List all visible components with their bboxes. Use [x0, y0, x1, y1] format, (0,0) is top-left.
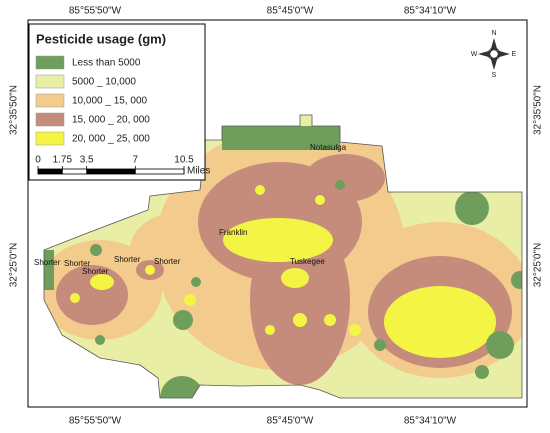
zone: [70, 185, 496, 358]
coord-label: 85°34'10"W: [404, 416, 457, 427]
scale-segment: [86, 169, 136, 174]
compass-letter: W: [471, 51, 478, 58]
coord-label: 85°55'50"W: [69, 416, 122, 427]
legend-label: Less than 5000: [72, 58, 141, 69]
zone: [44, 126, 522, 398]
scale-label: 1.75: [53, 155, 73, 166]
coord-label: 85°45'0"W: [267, 6, 314, 17]
place-label: Shorter: [64, 259, 91, 268]
coord-label: 32°25'0"N: [9, 243, 20, 288]
compass-letter: E: [512, 51, 517, 58]
place-label: Shorter: [82, 267, 109, 276]
coord-label: 32°35'50"N: [9, 85, 20, 135]
place-label: Shorter: [114, 255, 141, 264]
place-label: Franklin: [219, 228, 247, 237]
coord-label: 32°35'50"N: [533, 85, 544, 135]
legend-swatch: [35, 55, 65, 70]
scale-label: 10.5: [174, 155, 194, 166]
scale-segment: [38, 169, 63, 174]
legend-swatch: [35, 131, 65, 146]
compass-letter: N: [491, 30, 496, 37]
place-label: Notasulga: [310, 143, 347, 152]
legend-label: 10,000 _ 15, 000: [72, 96, 148, 107]
coord-label: 85°45'0"W: [267, 416, 314, 427]
county-border: [43, 114, 523, 399]
coord-label: 32°25'0"N: [533, 243, 544, 288]
legend-swatch: [35, 74, 65, 89]
legend-label: 15, 000 _ 20, 000: [72, 115, 150, 126]
legend-label: 5000 _ 10,000: [72, 77, 136, 88]
scale-label: 7: [133, 155, 139, 166]
scale-label: 3.5: [80, 155, 94, 166]
legend: Pesticide usage (gm) Miles Less than 500…: [28, 23, 210, 181]
compass-letter: S: [492, 72, 497, 79]
coord-label: 85°55'50"W: [69, 6, 122, 17]
legend-swatch: [35, 93, 65, 108]
scale-label: 0: [35, 155, 41, 166]
legend-label: 20, 000 _ 25, 000: [72, 134, 150, 145]
legend-title: Pesticide usage (gm): [36, 31, 166, 46]
place-label: Shorter: [154, 257, 181, 266]
compass: N S W E: [471, 30, 517, 79]
coord-label: 85°34'10"W: [404, 6, 457, 17]
place-label: Tuskegee: [290, 257, 325, 266]
scale-unit: Miles: [187, 166, 210, 177]
legend-swatch: [35, 112, 65, 127]
place-label: Shorter: [34, 258, 61, 267]
